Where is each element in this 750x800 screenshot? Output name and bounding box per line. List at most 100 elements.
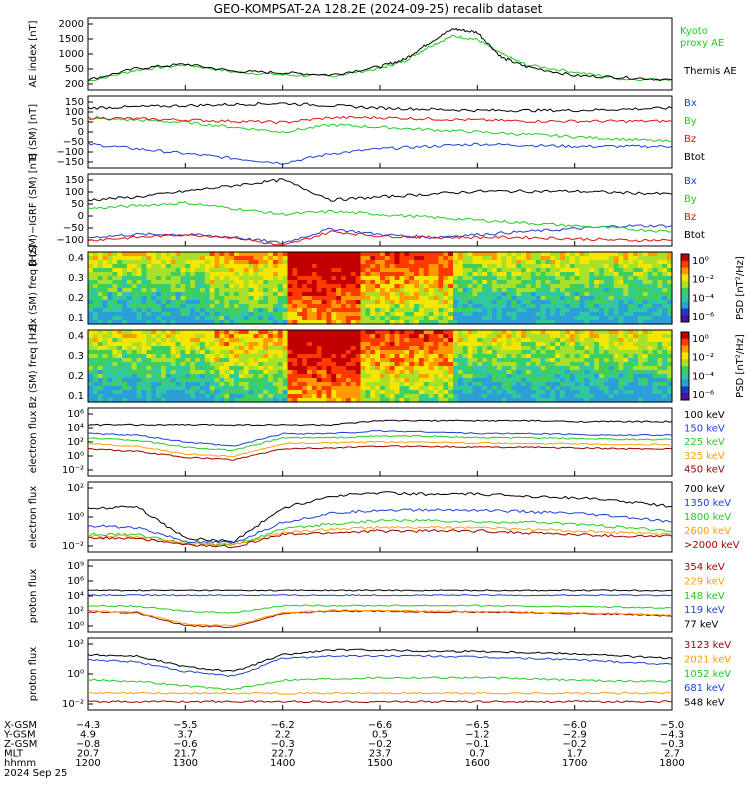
heatmap-cell <box>282 296 289 301</box>
heatmap-cell <box>209 312 216 317</box>
heatmap-cell <box>501 334 508 339</box>
heatmap-cell <box>219 342 225 347</box>
heatmap-cell <box>316 316 323 321</box>
heatmap-cell <box>131 374 138 379</box>
heatmap-cell <box>472 276 478 281</box>
heatmap-cell <box>516 382 522 387</box>
heatmap-cell <box>467 370 474 375</box>
heatmap-cell <box>603 366 610 371</box>
heatmap-cell <box>243 272 250 277</box>
heatmap-cell <box>647 366 654 371</box>
heatmap-cell <box>204 300 211 305</box>
heatmap-cell <box>253 300 259 305</box>
heatmap-cell <box>521 394 527 399</box>
heatmap-cell <box>214 386 220 391</box>
heatmap-cell <box>633 390 639 395</box>
heatmap-cell <box>141 370 147 375</box>
heatmap-cell <box>365 304 371 309</box>
heatmap-cell <box>190 316 196 321</box>
heatmap-cell <box>526 296 532 301</box>
heatmap-cell <box>574 362 581 367</box>
heatmap-cell <box>472 312 478 317</box>
heatmap-cell <box>642 370 649 375</box>
heatmap-cell <box>633 288 639 293</box>
heatmap-cell <box>326 346 332 351</box>
heatmap-cell <box>375 276 381 281</box>
heatmap-cell <box>180 292 186 297</box>
heatmap-cell <box>423 334 430 339</box>
heatmap-cell <box>394 342 401 347</box>
heatmap-cell <box>253 398 259 403</box>
heatmap-cell <box>268 390 274 395</box>
heatmap-cell <box>311 272 318 277</box>
heatmap-cell <box>487 362 493 367</box>
heatmap-cell <box>224 296 230 301</box>
heatmap-cell <box>433 366 439 371</box>
heatmap-cell <box>248 394 255 399</box>
heatmap-cell <box>209 296 216 301</box>
heatmap-cell <box>409 316 415 321</box>
heatmap-cell <box>423 312 430 317</box>
heatmap-cell <box>608 252 615 257</box>
heatmap-cell <box>141 276 147 281</box>
heatmap-cell <box>355 338 362 343</box>
heatmap-cell <box>180 390 186 395</box>
heatmap-cell <box>642 338 649 343</box>
heatmap-cell <box>287 316 293 321</box>
heatmap-cell <box>131 390 138 395</box>
heatmap-cell <box>136 338 143 343</box>
heatmap-cell <box>623 366 629 371</box>
heatmap-cell <box>433 378 439 383</box>
heatmap-cell <box>122 378 128 383</box>
heatmap-cell <box>574 264 581 269</box>
heatmap-cell <box>311 308 318 313</box>
heatmap-cell <box>399 342 405 347</box>
heatmap-cell <box>126 312 133 317</box>
heatmap-cell <box>418 308 425 313</box>
heatmap-cell <box>238 304 245 309</box>
heatmap-cell <box>564 252 571 257</box>
heatmap-cell <box>526 308 532 313</box>
y-axis-label: AE index [nT] <box>28 20 39 87</box>
heatmap-cell <box>389 334 396 339</box>
heatmap-cell <box>263 374 269 379</box>
heatmap-cell <box>365 312 371 317</box>
heatmap-cell <box>165 330 172 335</box>
heatmap-cell <box>297 288 303 293</box>
heatmap-cell <box>555 252 561 257</box>
heatmap-cell <box>131 276 138 281</box>
heatmap-cell <box>326 260 332 265</box>
heatmap-cell <box>662 346 668 351</box>
heatmap-cell <box>112 378 118 383</box>
heatmap-cell <box>350 272 357 277</box>
heatmap-cell <box>355 386 362 391</box>
heatmap-cell <box>195 300 201 305</box>
heatmap-cell <box>243 268 250 273</box>
heatmap-cell <box>214 312 220 317</box>
heatmap-cell <box>331 256 337 261</box>
heatmap-cell <box>457 394 464 399</box>
heatmap-cell <box>307 370 313 375</box>
heatmap-cell <box>637 320 644 325</box>
heatmap-cell <box>453 370 459 375</box>
heatmap-cell <box>506 334 512 339</box>
heatmap-cell <box>652 374 658 379</box>
heatmap-cell <box>380 304 386 309</box>
heatmap-cell <box>180 342 186 347</box>
heatmap-cell <box>550 370 556 375</box>
heatmap-cell <box>92 382 99 387</box>
heatmap-cell <box>307 264 313 269</box>
heatmap-cell <box>560 268 566 273</box>
heatmap-cell <box>97 386 104 391</box>
heatmap-cell <box>584 350 590 355</box>
heatmap-cell <box>647 394 654 399</box>
heatmap-cell <box>535 264 542 269</box>
heatmap-cell <box>292 354 298 359</box>
heatmap-cell <box>214 316 220 321</box>
heatmap-cell <box>258 296 264 301</box>
heatmap-cell <box>219 370 225 375</box>
heatmap-cell <box>345 378 352 383</box>
heatmap-cell <box>399 346 405 351</box>
legend-item: 681 keV <box>684 683 725 694</box>
heatmap-cell <box>209 276 216 281</box>
